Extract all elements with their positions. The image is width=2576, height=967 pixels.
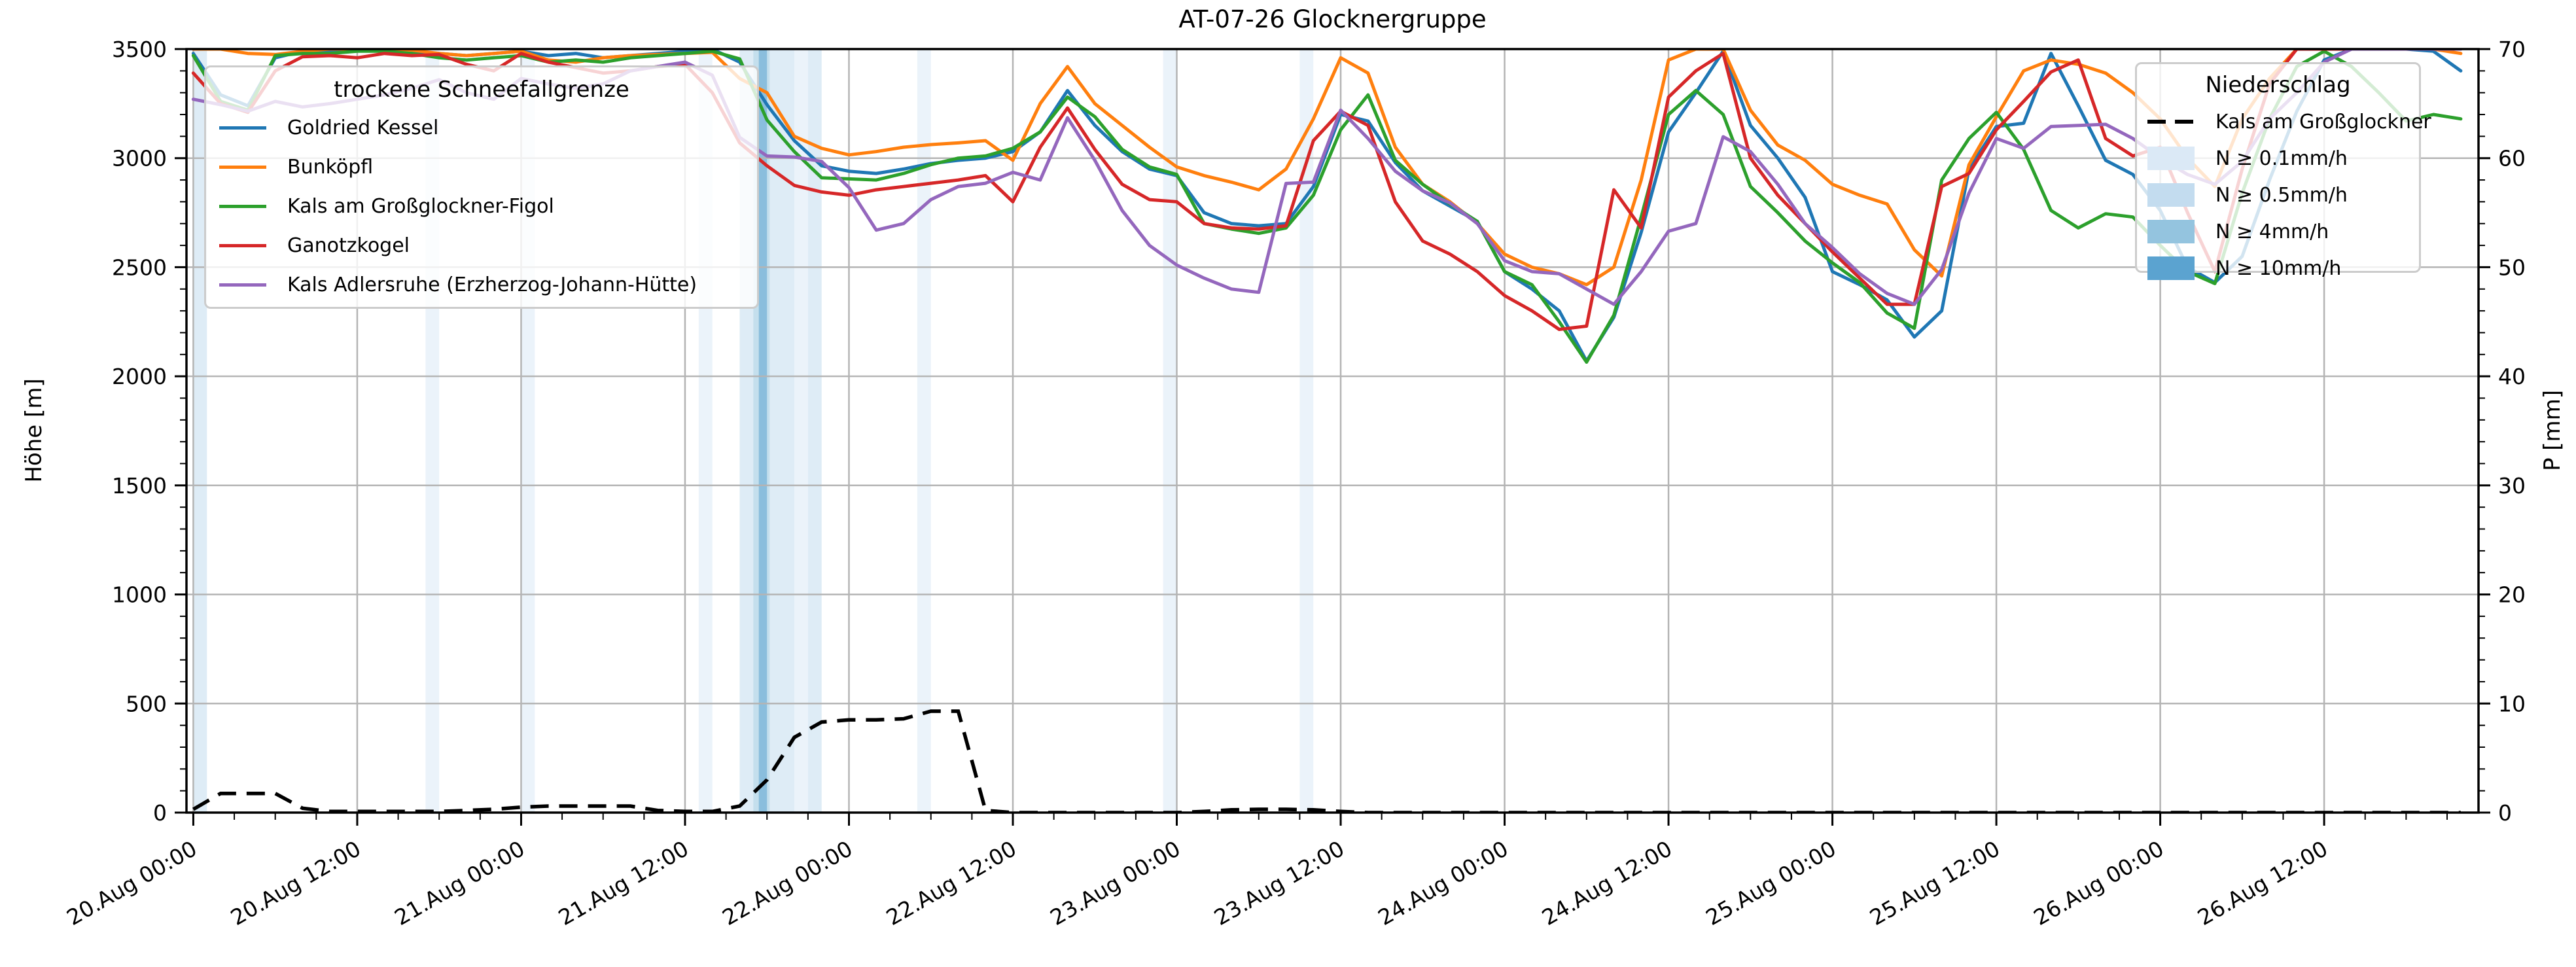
legend-precip: Niederschlag Kals am Großglockner N ≥ 0.1… — [2135, 62, 2431, 280]
x-tick-label: 20.Aug 00:00 — [62, 835, 201, 930]
x-tick-label: 26.Aug 12:00 — [2193, 835, 2332, 930]
x-tick-label: 23.Aug 12:00 — [1210, 835, 1349, 930]
left-tick-label: 2000 — [112, 364, 167, 389]
precip-band — [807, 49, 822, 813]
legend-item-band: N ≥ 4mm/h — [2147, 213, 2408, 250]
right-tick-label: 10 — [2498, 691, 2526, 716]
legend-item-band: N ≥ 0.5mm/h — [2147, 177, 2408, 213]
legend-band-swatch — [2147, 183, 2195, 207]
plot-spines — [185, 48, 2480, 814]
legend-item-label: N ≥ 0.1mm/h — [2215, 147, 2348, 170]
legend-line-sample — [219, 126, 266, 130]
precip-band — [1163, 49, 1177, 813]
x-tick-label: 26.Aug 00:00 — [2029, 835, 2168, 930]
legend-item: Kals am Großglockner-Figol — [219, 186, 744, 226]
precip-band — [1299, 49, 1314, 813]
left-tick-label: 500 — [126, 691, 167, 716]
x-tick-label: 23.Aug 00:00 — [1046, 835, 1184, 930]
legend-item-label: Bunköpfl — [287, 155, 374, 179]
left-tick-label: 1500 — [112, 473, 167, 499]
chart-title: AT-07-26 Glocknergruppe — [1178, 5, 1487, 33]
x-tick-label: 22.Aug 12:00 — [882, 835, 1021, 930]
legend-band-swatch — [2147, 220, 2195, 243]
series-line-kals-am-gro-glockner-figol — [191, 49, 2463, 364]
legend-line-sample — [219, 165, 266, 169]
legend-snowline: trockene Schneefallgrenze Goldried Kesse… — [204, 65, 759, 309]
precip-band — [193, 49, 207, 813]
legend-item: Bunköpfl — [219, 147, 744, 186]
precip-band — [794, 49, 808, 813]
left-tick-label: 2500 — [112, 255, 167, 280]
right-tick-label: 50 — [2498, 255, 2526, 280]
legend-item-band: N ≥ 10mm/h — [2147, 250, 2408, 287]
x-tick-label: 24.Aug 00:00 — [1373, 835, 1512, 930]
precip-band — [769, 49, 794, 813]
right-tick-label: 0 — [2498, 800, 2512, 826]
legend-item-label: N ≥ 0.5mm/h — [2215, 183, 2348, 207]
legend-item-band: N ≥ 0.1mm/h — [2147, 140, 2408, 177]
x-tick-label: 24.Aug 12:00 — [1538, 835, 1676, 930]
x-tick-label: 20.Aug 12:00 — [226, 835, 365, 930]
left-tick-label: 1000 — [112, 582, 167, 608]
precip-dashed-line — [192, 709, 2461, 813]
legend-item-label: Ganotzkogel — [287, 234, 410, 257]
legend-item-label: Goldried Kessel — [287, 116, 439, 139]
legend-line-sample — [219, 283, 266, 287]
x-tick-label: 21.Aug 00:00 — [390, 835, 529, 930]
legend-item-label: N ≥ 4mm/h — [2215, 220, 2329, 243]
legend-item-label: Kals Adlersruhe (Erzherzog-Johann-Hütte) — [287, 273, 697, 296]
x-tick-label: 25.Aug 12:00 — [1865, 835, 2004, 930]
left-tick-label: 3000 — [112, 146, 167, 171]
legend-item-precip-line: Kals am Großglockner — [2147, 103, 2431, 140]
right-tick-label: 30 — [2498, 473, 2526, 499]
left-tick-label: 0 — [153, 800, 167, 826]
legend-snowline-title: trockene Schneefallgrenze — [334, 77, 629, 103]
precip-band — [758, 49, 768, 813]
x-tick-label: 21.Aug 12:00 — [554, 835, 693, 930]
right-tick-label: 60 — [2498, 146, 2526, 171]
right-tick-label: 70 — [2498, 37, 2526, 62]
precip-band — [917, 49, 931, 813]
right-tick-label: 40 — [2498, 364, 2526, 389]
legend-item-label: N ≥ 10mm/h — [2215, 256, 2342, 280]
x-tick-label: 25.Aug 00:00 — [1701, 835, 1840, 930]
legend-item: Goldried Kessel — [219, 108, 744, 147]
legend-precip-title: Niederschlag — [2205, 72, 2351, 98]
legend-item: Ganotzkogel — [219, 226, 744, 265]
x-tick-label: 22.Aug 00:00 — [718, 835, 856, 930]
legend-item-label: Kals am Großglockner-Figol — [287, 194, 554, 218]
legend-line-sample — [219, 204, 266, 208]
legend-line-sample — [219, 243, 266, 247]
legend-band-swatch — [2147, 256, 2195, 280]
legend-band-swatch — [2147, 147, 2195, 170]
legend-dashed-sample — [2147, 120, 2195, 124]
legend-item-label: Kals am Großglockner — [2215, 110, 2431, 133]
legend-item: Kals Adlersruhe (Erzherzog-Johann-Hütte) — [219, 265, 744, 304]
left-tick-label: 3500 — [112, 37, 167, 62]
right-tick-label: 20 — [2498, 582, 2526, 608]
